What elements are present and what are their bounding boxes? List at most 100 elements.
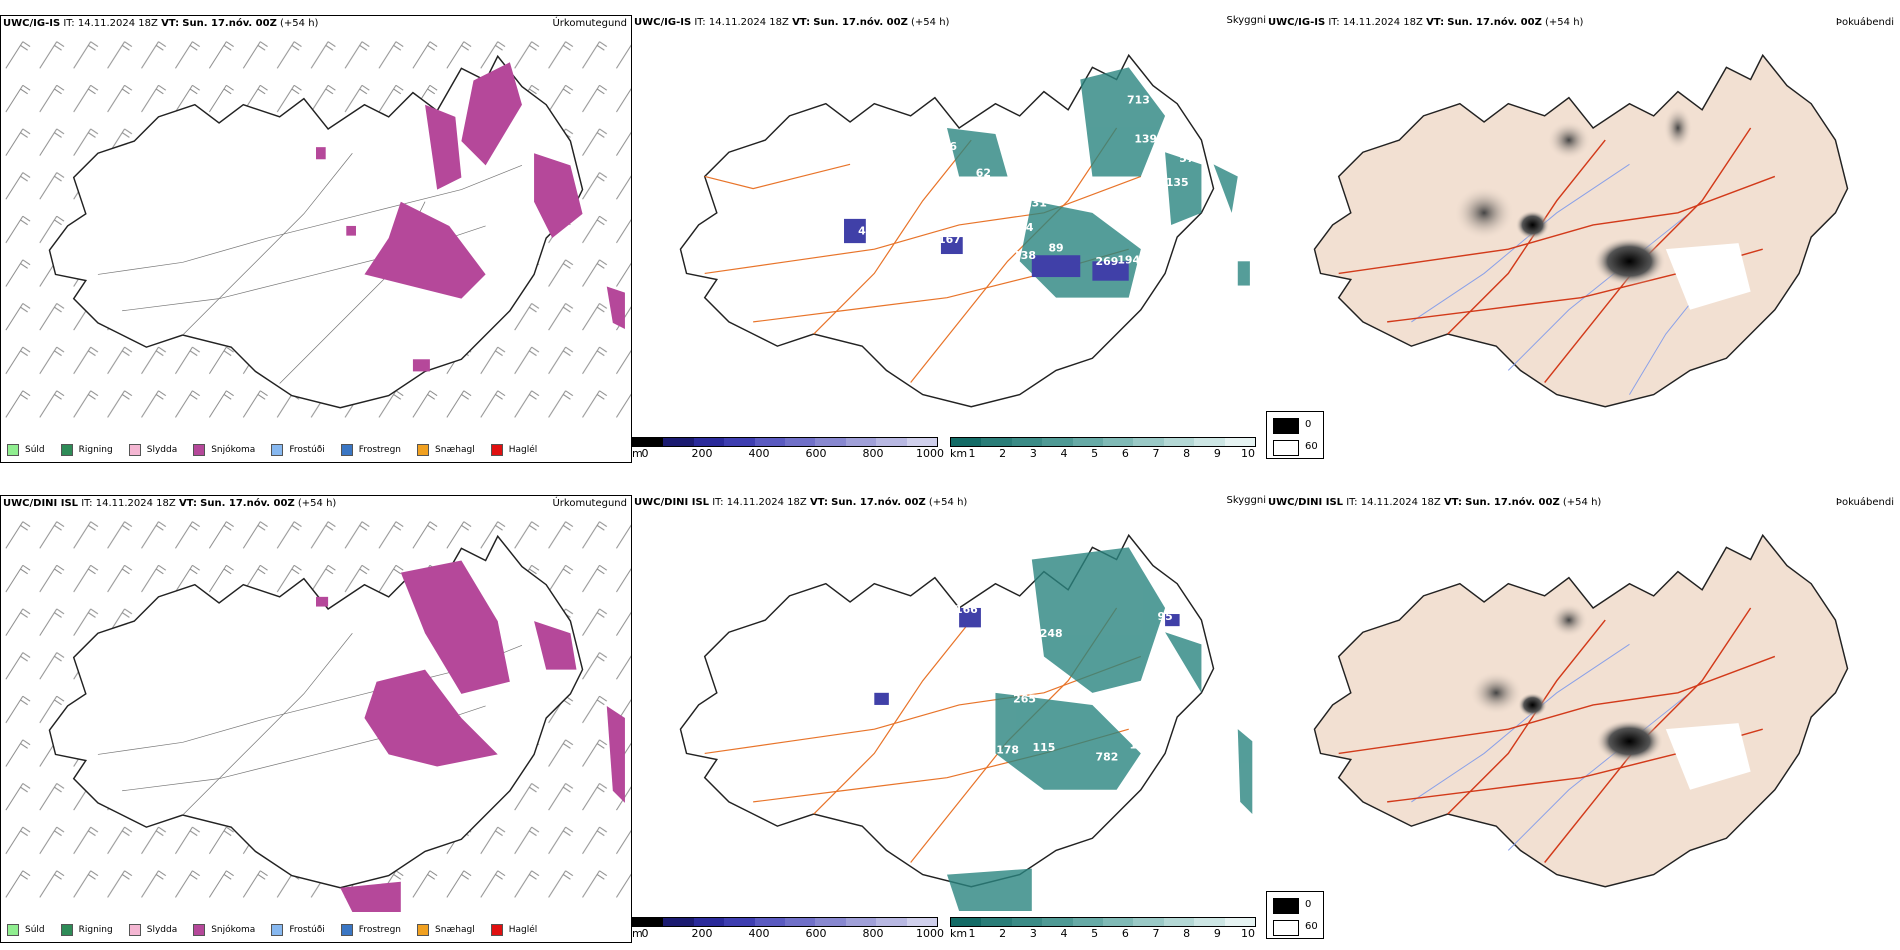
cloud-base-value: 394 [1011, 221, 1034, 234]
panel-header: UWC/IG-IS IT: 14.11.2024 18Z VT: Sun. 17… [3, 18, 319, 29]
precip-panel-row1: UWC/IG-IS IT: 14.11.2024 18Z VT: Sun. 17… [0, 15, 632, 463]
legend-swatch [128, 444, 141, 456]
colorbar-cell [754, 438, 786, 446]
colorbar-tick-label: 10 [1241, 927, 1255, 940]
fog-legend-label: 0 [1305, 899, 1312, 910]
cloud-base-value: 131 [1024, 197, 1047, 210]
panel-title: Skyggni [1226, 15, 1266, 26]
fog-legend-swatch [1273, 898, 1299, 914]
colorbar-cell [1133, 918, 1164, 926]
colorbar-cell [1103, 918, 1134, 926]
colorbar-tick-label: 600 [805, 927, 827, 940]
colorbar-cell [906, 918, 938, 926]
legend-item: Snæhagl [417, 924, 475, 936]
colorbar-cell [785, 438, 816, 446]
colorbar-cell [815, 918, 846, 926]
fog-map [1313, 54, 1849, 408]
fog-panel-row1: UWC/IG-IS IT: 14.11.2024 18Z VT: Sun. 17… [1266, 15, 1900, 463]
legend-label: Rigning [78, 925, 113, 935]
colorbar-tick-label: 9 [1213, 927, 1221, 940]
fog-panel-row2: UWC/DINI ISL IT: 14.11.2024 18Z VT: Sun.… [1266, 495, 1900, 943]
legend-swatch [490, 924, 503, 936]
cloud-map: 95 166 82 248 210 265 125 264 178 115 206 188 782 [679, 534, 1253, 911]
legend-label: Snæhagl [435, 445, 475, 455]
colorbar-cell [1194, 918, 1225, 926]
colorbar-ticks: km 1 2 3 4 5 6 7 8 9 10 [950, 447, 1256, 460]
colorbar-tick-label: 5 [1091, 927, 1099, 940]
colorbar-cell [663, 918, 694, 926]
panel-title: Þokuábendi [1835, 17, 1894, 28]
cloud-base-value: 713 [1127, 94, 1150, 107]
colorbar-cell [906, 438, 938, 446]
colorbar-unit: m [632, 927, 643, 940]
colorbar-cell [633, 438, 664, 446]
legend-swatch [7, 924, 19, 936]
colorbar-unit: m [632, 447, 643, 460]
colorbar-cell [981, 438, 1012, 446]
colorbar-tick-label: 3 [1029, 447, 1037, 460]
legend-swatch [271, 444, 284, 456]
colorbar-tick-label: 4 [1060, 447, 1068, 460]
legend-item: Snjókoma [193, 924, 255, 936]
panel-header: UWC/IG-IS IT: 14.11.2024 18Z VT: Sun. 17… [1268, 17, 1584, 28]
legend-label: Snjókoma [211, 925, 256, 935]
fog-map [1313, 534, 1849, 888]
fog-legend: 0 60 [1266, 891, 1324, 939]
colorbar-cell [633, 918, 664, 926]
visibility-areas [947, 547, 1253, 911]
colorbar-tick-label: 400 [748, 927, 770, 940]
cloud-base-value: 57 [1179, 152, 1194, 165]
colorbar-cell [1103, 438, 1134, 446]
cloud-base-value: 269 [1096, 255, 1119, 268]
cloud-base-value: 76 [942, 140, 957, 153]
colorbar-cell [1072, 438, 1104, 446]
cloud-base-value: 135 [1166, 176, 1189, 189]
cloud-base-value: 782 [1096, 751, 1119, 764]
cloud-base-value: 178 [996, 743, 1019, 756]
colorbar-swatches [632, 917, 938, 927]
legend-item: Súld [7, 924, 45, 936]
colorbar-cell [1072, 918, 1104, 926]
cloud-base-value: 82 [995, 634, 1010, 647]
cloud-base-value: 62 [976, 166, 991, 179]
legend-label: Frostúði [289, 445, 325, 455]
legend-label: Snjókoma [211, 445, 256, 455]
cloud-base-value: 210 [1030, 671, 1053, 684]
cloud-base-value: 125 [875, 707, 898, 720]
colorbar-unit: km [950, 447, 968, 460]
colorbar-tick-label: 8 [1183, 927, 1191, 940]
colorbar-cell [663, 438, 694, 446]
cloud-base-value: 95 [1158, 610, 1173, 623]
colorbar-tick-label: 7 [1152, 927, 1160, 940]
legend-swatch [271, 924, 284, 936]
colorbar-tick-label: 5 [1091, 447, 1099, 460]
legend-label: Slydda [146, 445, 178, 455]
colorbar-cell [693, 438, 725, 446]
colorbar-cell [951, 918, 982, 926]
fog-legend-label: 60 [1305, 921, 1318, 932]
colorbar-cell [1011, 438, 1043, 446]
precip-legend: Súld Rigning Slydda Snjókoma Frostúði Frostre… [1, 918, 631, 942]
legend-label: Frostregn [358, 925, 402, 935]
legend-item: Frostúði [271, 924, 325, 936]
colorbar-cell [1194, 438, 1225, 446]
legend-swatch [417, 444, 430, 456]
cloud-base-value: 206 [1117, 705, 1140, 718]
colorbar-tick-label: 9 [1213, 447, 1221, 460]
fog-legend: 0 60 [1266, 411, 1324, 459]
colorbar-cell [876, 918, 907, 926]
colorbar-tick-label: 6 [1121, 927, 1129, 940]
panel-title: Úrkomutegund [552, 498, 627, 509]
panel-header: UWC/DINI ISL IT: 14.11.2024 18Z VT: Sun.… [634, 497, 968, 508]
panel-title: Skyggni [1226, 495, 1266, 506]
colorbar-tick-label: 0 [641, 447, 649, 460]
cloud-base-value: 122 [984, 120, 1007, 133]
colorbar-swatches [950, 437, 1256, 447]
colorbar-cell [693, 918, 725, 926]
colorbar-swatches [632, 437, 938, 447]
colorbar-cell [845, 918, 877, 926]
cloud-base-value: 81 [984, 239, 999, 252]
panel-header: UWC/IG-IS IT: 14.11.2024 18Z VT: Sun. 17… [634, 17, 950, 28]
legend-label: Súld [25, 925, 45, 935]
